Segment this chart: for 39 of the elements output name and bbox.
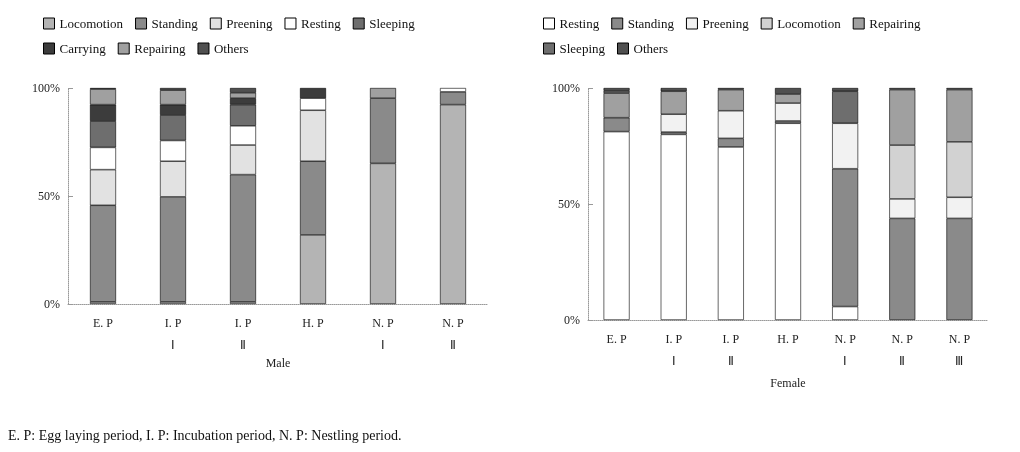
legend-label: Sleeping xyxy=(369,16,416,31)
x-tick-label: I. P Ⅱ xyxy=(234,316,252,352)
legend-label: Others xyxy=(213,41,249,56)
x-tick-label: H. P xyxy=(777,332,799,346)
x-tick-label: N. P Ⅰ xyxy=(372,316,394,352)
x-tick-label: H. P xyxy=(302,316,324,330)
legend-label: Repairing xyxy=(869,16,921,31)
legend-label: Resting xyxy=(559,16,600,31)
x-tick-label: E. P xyxy=(606,332,627,346)
y-tick-label: 100% xyxy=(552,81,580,95)
legend-label: Others xyxy=(633,41,669,56)
bar xyxy=(660,134,687,320)
y-tick-label: 50% xyxy=(38,189,60,203)
legend-label: Preening xyxy=(226,16,273,31)
bar xyxy=(775,123,801,320)
legend-label: Preening xyxy=(702,16,750,31)
x-tick-label: N. P Ⅰ xyxy=(834,332,857,368)
x-tick-label: N. P Ⅱ xyxy=(442,316,464,352)
legend-label: Carrying xyxy=(59,41,107,56)
x-tick-label: I. P Ⅰ xyxy=(665,332,683,368)
y-tick-label: 0% xyxy=(564,313,580,327)
y-tick-label: 0% xyxy=(44,297,60,311)
legend-label: Locomotion xyxy=(777,16,842,31)
legend-label: Resting xyxy=(300,16,342,31)
legend-label: Sleeping xyxy=(559,41,606,56)
legend-label: Standing xyxy=(627,16,675,31)
x-axis-title: Male xyxy=(265,355,291,370)
x-tick-label: N. P Ⅲ xyxy=(948,332,971,368)
x-tick-label: I. P Ⅰ xyxy=(164,316,182,352)
y-tick-label: 50% xyxy=(558,197,580,211)
legend-label: Standing xyxy=(151,16,199,31)
y-tick-label: 100% xyxy=(32,81,60,95)
legend-label: Repairing xyxy=(134,41,186,56)
x-axis-title: Female xyxy=(770,375,806,390)
legend-label: Locomotion xyxy=(59,16,124,31)
x-tick-label: E. P xyxy=(92,316,114,330)
x-tick-label: I. P Ⅱ xyxy=(722,332,740,368)
x-tick-label: N. P Ⅱ xyxy=(891,332,914,368)
text: E. P: Egg laying period, I. P: Incubation period, N. P: Nestling period. xyxy=(8,427,402,443)
